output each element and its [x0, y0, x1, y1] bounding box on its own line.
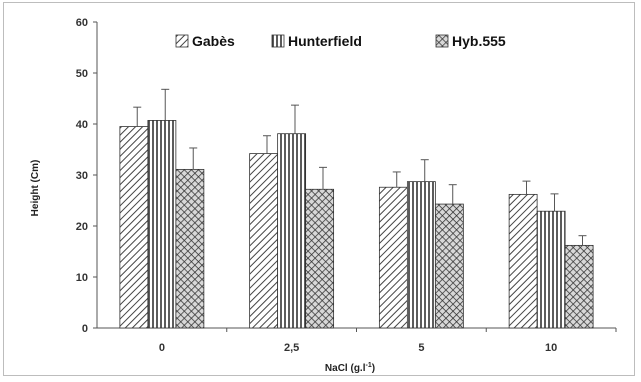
legend-label: Hyb.555	[452, 33, 506, 49]
bar	[119, 126, 149, 329]
bar-chart: 0 10 20 30 40 50 60 0 2,5 5 10 Gabès Hunterfield Hyb…	[30, 17, 617, 374]
bar	[434, 203, 464, 329]
bar	[564, 244, 594, 329]
legend-entry: Hunterfield	[271, 33, 362, 49]
y-tick-label: 30	[76, 170, 88, 182]
y-tick-label: 40	[76, 119, 88, 131]
x-tick-label: 0	[159, 342, 165, 354]
bar	[249, 153, 279, 329]
legend-entry: Gabès	[175, 33, 235, 49]
x-tick-label: 5	[418, 342, 424, 354]
bar	[147, 120, 177, 329]
legend-swatch	[175, 34, 189, 48]
bar	[406, 181, 436, 329]
y-tick-label: 10	[76, 272, 88, 284]
x-axis-label-close: )	[372, 363, 375, 374]
x-axis-label: NaCl (g.l-1)	[325, 362, 375, 374]
bar	[277, 133, 307, 329]
x-tick-label: 10	[545, 342, 557, 354]
bar	[305, 188, 335, 329]
chart-frame: 0 10 20 30 40 50 60 0 2,5 5 10 Gabès Hunterfield Hyb…	[3, 2, 635, 376]
y-tick-label: 50	[76, 68, 88, 80]
y-tick-label: 20	[76, 221, 88, 233]
x-tick-label: 2,5	[284, 342, 299, 354]
y-tick-label: 0	[82, 323, 88, 335]
bar	[378, 186, 408, 329]
y-axis-label: Height (Cm)	[30, 160, 41, 217]
bars	[119, 88, 594, 329]
legend-label: Hunterfield	[288, 33, 362, 49]
y-tick-label: 60	[76, 17, 88, 29]
legend-label: Gabès	[192, 33, 235, 49]
bar	[508, 193, 538, 329]
legend-swatch	[271, 34, 285, 48]
bar	[536, 210, 566, 329]
legend-entry: Hyb.555	[435, 33, 506, 49]
x-axis-label-main: NaCl (g.l	[325, 363, 366, 374]
x-axis-label-superscript: -1	[365, 362, 371, 369]
legend: Gabès Hunterfield Hyb.555	[175, 33, 506, 49]
legend-swatch	[435, 34, 449, 48]
bar	[175, 168, 205, 329]
